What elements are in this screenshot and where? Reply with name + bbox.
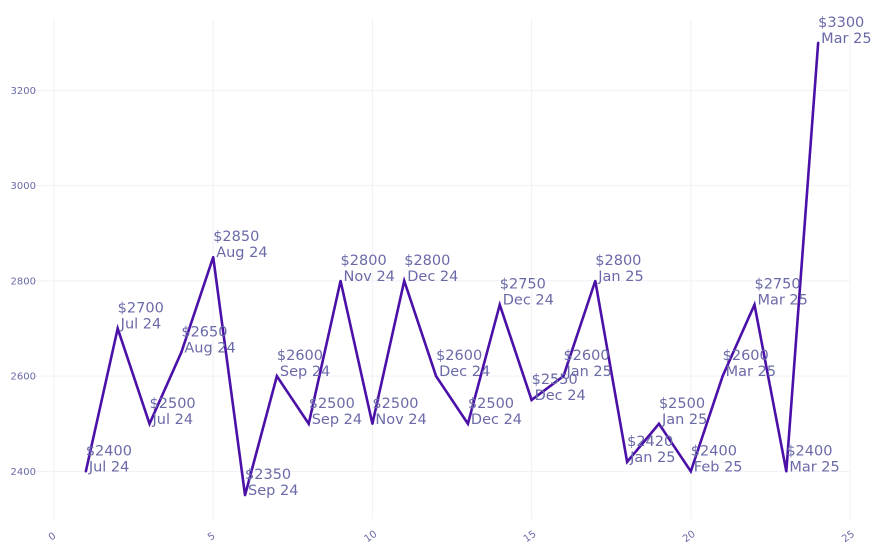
date-label: Sep 24 — [280, 364, 330, 380]
date-label: Jan 25 — [565, 364, 611, 380]
data-point — [434, 374, 438, 378]
date-label: Sep 24 — [312, 412, 362, 428]
price-label: $2750 — [500, 277, 546, 293]
data-point — [753, 303, 756, 306]
price-label: $2600 — [436, 348, 482, 364]
price-label: $2500 — [150, 396, 196, 412]
x-tick-label: 5 — [206, 531, 218, 544]
price-label: $2800 — [595, 253, 641, 269]
date-label: Aug 24 — [216, 245, 267, 261]
price-label: $2700 — [118, 301, 164, 317]
price-label: $2550 — [532, 372, 578, 388]
data-point — [498, 303, 501, 306]
date-label: Sep 24 — [248, 483, 298, 499]
date-label: Feb 25 — [694, 459, 743, 475]
price-label: $2800 — [404, 253, 450, 269]
price-label: $2600 — [723, 348, 769, 364]
price-label: $2500 — [659, 396, 705, 412]
x-axis: 0 5 10 15 20 25 — [47, 529, 857, 545]
data-point — [212, 255, 215, 259]
price-label: $2600 — [277, 348, 323, 364]
x-tick-label: 15 — [522, 529, 539, 545]
x-tick-label: 20 — [681, 529, 698, 545]
y-tick-label: 2800 — [11, 276, 36, 287]
date-label: Nov 24 — [375, 412, 426, 428]
data-point — [657, 422, 661, 425]
data-point — [562, 374, 565, 378]
data-point — [625, 460, 629, 464]
y-tick-label: 3200 — [11, 86, 36, 97]
date-label: Mar 25 — [821, 31, 871, 47]
price-label: $2850 — [213, 229, 259, 245]
date-label: Jan 25 — [661, 412, 707, 428]
price-label: $2400 — [86, 443, 132, 459]
data-point — [816, 41, 820, 45]
data-point — [530, 398, 533, 402]
data-point — [180, 351, 183, 354]
date-label: Jul 24 — [152, 412, 194, 428]
y-tick-label: 2400 — [11, 467, 36, 478]
price-label: $2600 — [563, 348, 609, 364]
date-label: Jul 24 — [88, 459, 130, 475]
x-tick-label: 10 — [363, 529, 380, 545]
price-label: $2800 — [341, 253, 387, 269]
y-tick-label: 2600 — [11, 372, 36, 383]
x-tick-label: 0 — [47, 531, 59, 544]
data-point — [84, 470, 88, 473]
date-label: Jan 25 — [597, 269, 643, 285]
date-label: Nov 24 — [344, 269, 395, 285]
price-label: $2350 — [245, 467, 291, 483]
data-point — [594, 279, 597, 283]
x-tick-label: 25 — [840, 529, 857, 545]
date-label: Dec 24 — [535, 388, 586, 404]
price-label: $2750 — [754, 277, 800, 293]
data-point — [785, 470, 788, 473]
y-axis: 2400 2600 2800 3000 3200 — [11, 86, 36, 478]
y-tick-label: 3000 — [11, 181, 36, 192]
price-label: $2500 — [372, 396, 418, 412]
data-point — [466, 422, 470, 425]
date-label: Dec 24 — [407, 269, 458, 285]
price-label: $2500 — [309, 396, 355, 412]
price-label: $2400 — [691, 443, 737, 459]
date-label: Dec 24 — [471, 412, 522, 428]
price-label: $3300 — [818, 15, 864, 31]
date-label: Mar 25 — [789, 459, 839, 475]
price-label: $2500 — [468, 396, 514, 412]
data-point — [148, 422, 151, 425]
data-point — [689, 470, 692, 473]
date-label: Dec 24 — [439, 364, 490, 380]
price-label: $2650 — [181, 324, 227, 340]
data-point — [339, 279, 342, 283]
date-label: Aug 24 — [184, 340, 235, 356]
data-point — [243, 493, 247, 497]
date-label: Dec 24 — [503, 293, 554, 309]
price-label: $2420 — [627, 434, 673, 450]
data-point — [307, 422, 310, 425]
date-label: Jul 24 — [120, 317, 162, 333]
data-point — [116, 327, 119, 330]
date-label: Jan 25 — [629, 450, 675, 466]
data-point — [371, 422, 374, 425]
price-label: $2400 — [786, 443, 832, 459]
data-point — [721, 374, 724, 378]
date-label: Mar 25 — [757, 293, 807, 309]
series-line — [84, 42, 820, 496]
data-point — [275, 374, 279, 378]
data-point — [403, 279, 406, 283]
date-label: Mar 25 — [726, 364, 776, 380]
